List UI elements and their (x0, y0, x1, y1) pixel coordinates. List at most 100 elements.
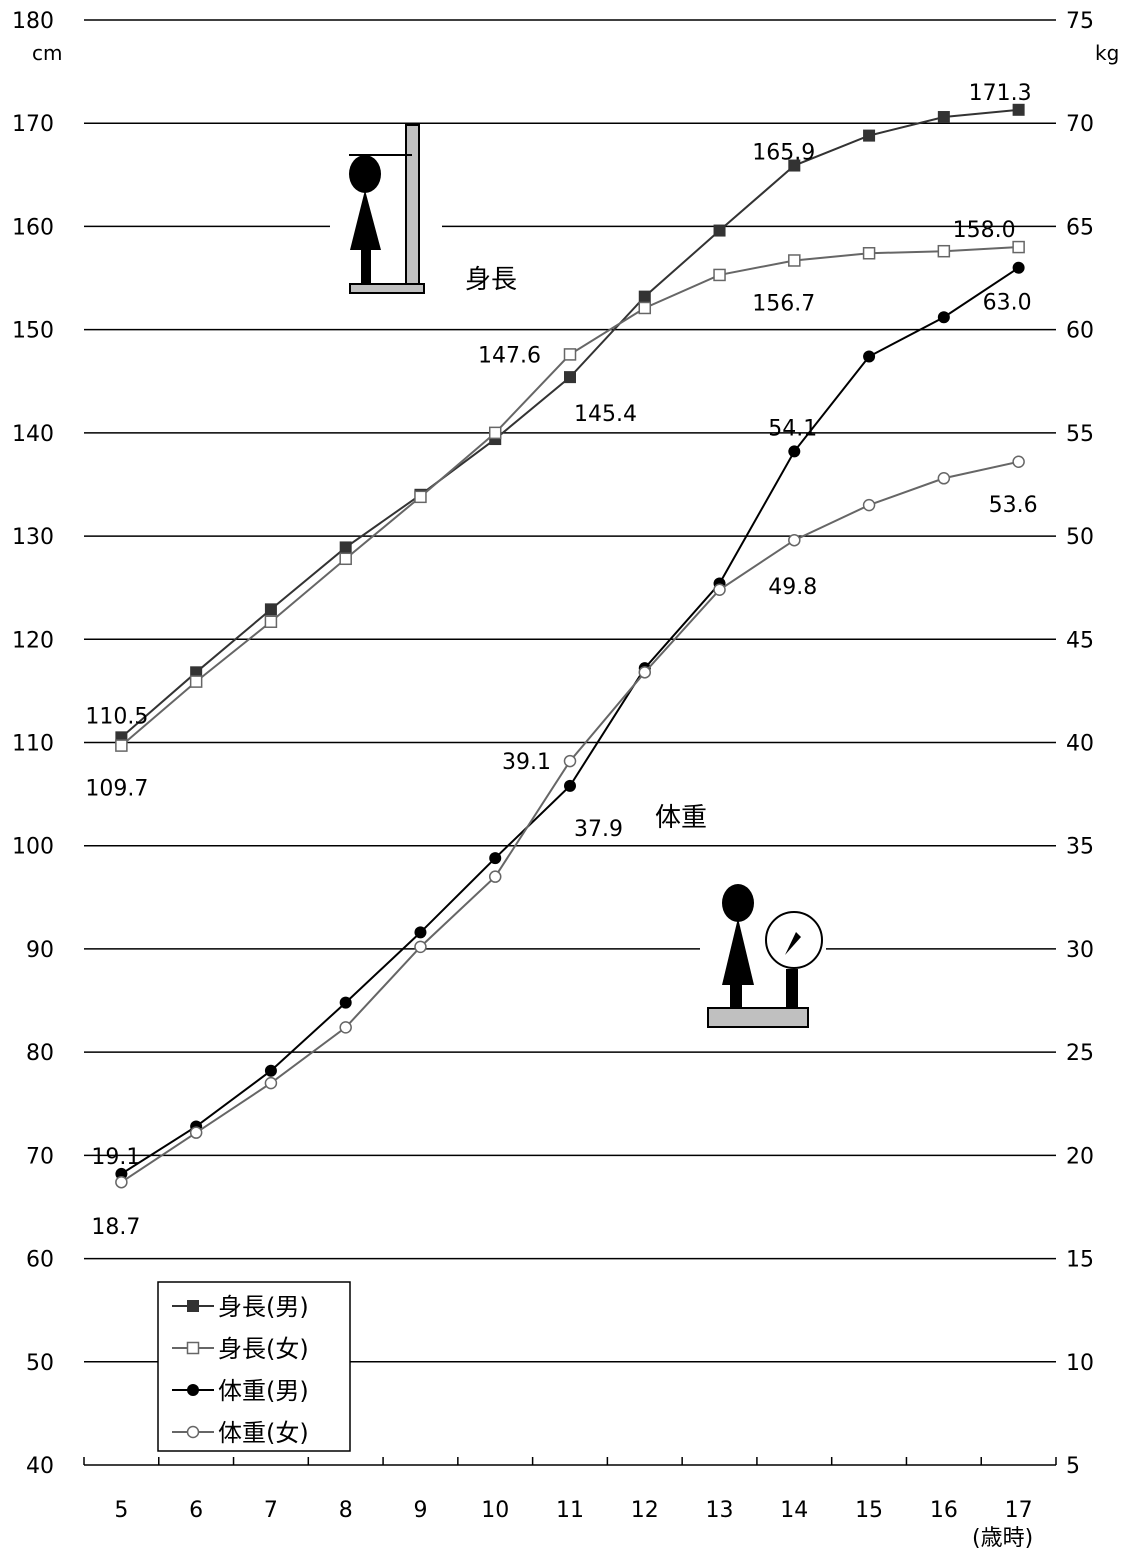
left-tick-label: 100 (12, 835, 54, 860)
left-tick-label: 80 (26, 1041, 54, 1066)
data-point (414, 926, 427, 939)
data-label: 156.7 (752, 291, 815, 316)
data-point (937, 472, 951, 485)
series-1 (115, 103, 1025, 744)
data-point (488, 426, 502, 440)
data-point (713, 268, 726, 282)
data-point (638, 290, 651, 303)
x-tick-label: 15 (855, 1498, 883, 1523)
data-labels: 110.5 109.7 147.6 145.4 165.9 156.7 171.3 158.0… (85, 81, 1037, 1240)
left-tick-label: 120 (12, 628, 54, 653)
legend-label: 身長(男) (218, 1293, 309, 1321)
data-point (488, 870, 502, 883)
right-tick-label: 75 (1066, 9, 1094, 34)
data-point (264, 615, 278, 628)
x-tick-label: 13 (706, 1498, 734, 1523)
legend-label: 体重(女) (218, 1419, 309, 1447)
data-point (937, 244, 951, 258)
data-point (339, 541, 352, 554)
x-tick-label: 11 (556, 1498, 584, 1523)
x-tick-label: 10 (481, 1498, 509, 1523)
data-label: 19.1 (91, 1145, 140, 1170)
data-point (713, 224, 726, 237)
data-label: 54.1 (768, 416, 817, 441)
series-line (120, 460, 1019, 1184)
data-point (638, 666, 652, 679)
left-tick-label: 150 (12, 319, 54, 344)
data-point (190, 666, 203, 679)
data-point (788, 533, 801, 547)
data-point (264, 1076, 278, 1090)
data-label: 49.8 (768, 575, 817, 600)
right-tick-label: 50 (1066, 525, 1094, 550)
left-y-axis: 40 50 60 70 80 90 100 110 120 130 140 150 160 170 180 (12, 9, 54, 1479)
x-tick-label: 14 (780, 1498, 808, 1523)
data-point (1012, 261, 1025, 274)
data-point (189, 675, 203, 688)
right-unit-label: kg (1095, 41, 1119, 65)
series-line (120, 246, 1019, 747)
data-label: 39.1 (502, 750, 551, 775)
data-point (115, 1175, 128, 1189)
data-point (937, 111, 950, 124)
data-label: 18.7 (91, 1215, 140, 1240)
x-tick-label: 8 (339, 1498, 353, 1523)
series-layer (115, 103, 1025, 1189)
legend-marker (186, 1425, 200, 1439)
data-point (189, 1126, 203, 1139)
data-label: 147.6 (478, 343, 541, 368)
data-point (264, 603, 277, 616)
data-point (862, 247, 876, 260)
left-tick-label: 170 (12, 112, 54, 137)
legend-marker (187, 1300, 199, 1312)
x-tick-label: 16 (930, 1498, 958, 1523)
height-group-label: 身長 (465, 265, 517, 295)
right-tick-label: 65 (1066, 215, 1094, 240)
legend-marker (187, 1384, 199, 1396)
data-point (788, 254, 801, 267)
x-tick-label: 12 (631, 1498, 659, 1523)
data-point (1012, 240, 1025, 254)
legend-marker (186, 1341, 200, 1355)
series-4 (115, 455, 1025, 1189)
left-tick-label: 70 (26, 1144, 54, 1169)
data-point (115, 739, 128, 752)
series-line (120, 108, 1019, 739)
right-tick-label: 10 (1066, 1351, 1094, 1376)
data-point (414, 940, 427, 954)
right-tick-label: 35 (1066, 835, 1094, 860)
data-point (564, 779, 576, 792)
data-point (489, 852, 502, 865)
left-tick-label: 40 (26, 1454, 54, 1479)
left-tick-label: 140 (12, 422, 54, 447)
data-point (339, 996, 352, 1009)
data-label: 110.5 (85, 704, 148, 729)
data-point (414, 490, 427, 504)
left-tick-label: 90 (26, 938, 54, 963)
x-axis-title: (歳時) (972, 1526, 1033, 1551)
left-tick-label: 50 (26, 1351, 54, 1376)
data-point (863, 350, 876, 363)
right-tick-label: 60 (1066, 319, 1094, 344)
data-label: 37.9 (574, 817, 623, 842)
left-tick-label: 60 (26, 1248, 54, 1273)
data-point (863, 129, 876, 142)
right-tick-label: 30 (1066, 938, 1094, 963)
height-measure-icon (330, 124, 442, 294)
data-label: 171.3 (969, 81, 1032, 106)
x-tick-label: 9 (413, 1498, 427, 1523)
right-tick-label: 40 (1066, 732, 1094, 757)
data-point (563, 348, 577, 361)
series-2 (115, 240, 1025, 752)
data-point (564, 371, 576, 384)
data-point (264, 1064, 277, 1077)
legend: 身長(男) 身長(女) 体重(男) 体重(女) (157, 1281, 351, 1452)
left-unit-label: cm (32, 41, 62, 65)
x-tick-label: 6 (189, 1498, 203, 1523)
data-point (1012, 103, 1025, 116)
data-label: 109.7 (85, 777, 148, 802)
right-tick-label: 45 (1066, 628, 1094, 653)
data-point (563, 754, 577, 768)
data-point (339, 1021, 352, 1034)
